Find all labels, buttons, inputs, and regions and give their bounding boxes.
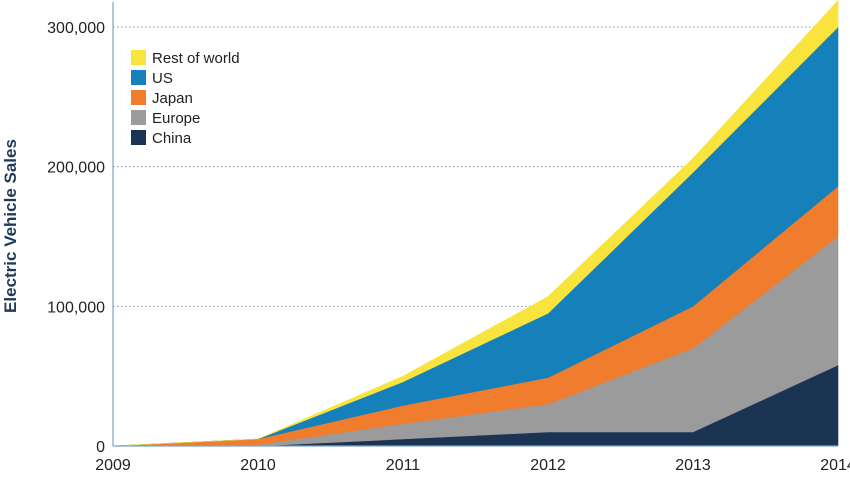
y-tick-label: 0 [96, 439, 105, 456]
legend-item: US [131, 70, 173, 87]
legend-swatch [131, 50, 146, 65]
x-tick-label: 2013 [675, 457, 711, 474]
legend-item: Japan [131, 90, 193, 107]
legend-label: US [152, 70, 173, 87]
y-tick-label: 300,000 [47, 20, 105, 37]
legend-label: Europe [152, 110, 200, 127]
legend-item: Europe [131, 110, 200, 127]
legend-swatch [131, 130, 146, 145]
legend: Rest of world US Japan Europe China [131, 50, 240, 147]
y-tick-label: 200,000 [47, 160, 105, 177]
legend-label: China [152, 130, 192, 147]
x-tick-label: 2011 [386, 457, 421, 474]
x-tick-label: 2010 [240, 457, 276, 474]
x-tick-labels: 2009 2010 2011 2012 2013 2014 [95, 457, 850, 474]
axes [112, 2, 838, 447]
legend-item: Rest of world [131, 50, 240, 67]
legend-label: Japan [152, 90, 193, 107]
legend-label: Rest of world [152, 50, 240, 67]
x-tick-label: 2014 [820, 457, 850, 474]
y-tick-labels: 0 100,000 200,000 300,000 [47, 20, 105, 456]
x-tick-label: 2012 [530, 457, 566, 474]
area-rest-of-world [112, 0, 839, 447]
y-tick-label: 100,000 [47, 299, 105, 316]
series-areas [112, 0, 839, 447]
legend-swatch [131, 90, 146, 105]
legend-swatch [131, 110, 146, 125]
legend-item: China [131, 130, 192, 147]
x-tick-label: 2009 [95, 457, 131, 474]
y-axis-label: Electric Vehicle Sales [1, 139, 20, 313]
legend-swatch [131, 70, 146, 85]
